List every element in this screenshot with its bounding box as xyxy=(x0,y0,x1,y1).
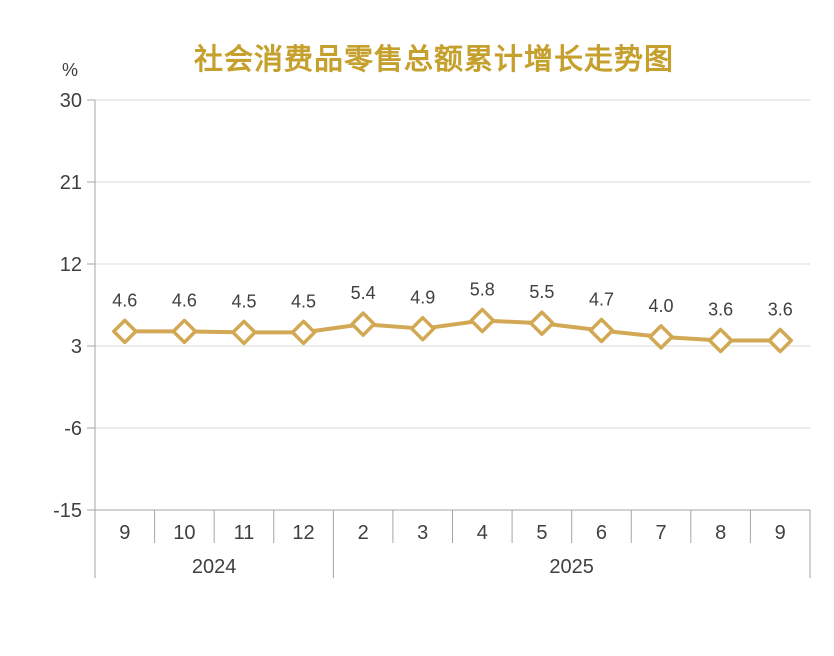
data-point-marker xyxy=(171,318,198,345)
x-axis-month-label: 10 xyxy=(173,522,195,544)
data-label: 4.9 xyxy=(410,288,435,308)
y-axis-label: 21 xyxy=(60,172,82,194)
y-axis-label: -6 xyxy=(64,418,82,440)
data-label: 4.0 xyxy=(649,296,674,316)
y-axis-label: 30 xyxy=(60,90,82,112)
x-axis-month-label: 11 xyxy=(234,522,255,544)
chart-title: 社会消费品零售总额累计增长走势图 xyxy=(193,44,674,76)
data-point-marker xyxy=(469,307,496,334)
data-point-marker xyxy=(767,327,793,354)
y-axis-label: -15 xyxy=(53,500,82,522)
x-axis-month-label: 9 xyxy=(119,522,130,544)
data-label: 4.5 xyxy=(291,291,316,311)
data-point-marker xyxy=(350,311,376,337)
series-line xyxy=(124,318,781,343)
data-point-marker xyxy=(231,319,257,346)
x-axis-month-label: 3 xyxy=(417,522,428,544)
data-label: 5.4 xyxy=(351,283,376,303)
x-axis-month-label: 9 xyxy=(775,522,786,544)
data-label: 3.6 xyxy=(768,300,793,320)
x-axis-month-label: 5 xyxy=(536,522,547,544)
data-point-marker xyxy=(290,319,317,346)
x-axis-month-label: 2 xyxy=(358,522,369,544)
data-label: 4.6 xyxy=(112,290,137,310)
data-point-marker xyxy=(529,310,555,336)
data-point-marker xyxy=(112,318,138,345)
data-point-marker xyxy=(648,324,674,350)
y-axis-label: 12 xyxy=(60,254,82,276)
data-label: 5.8 xyxy=(470,279,495,299)
data-label: 3.6 xyxy=(708,300,733,320)
x-axis-month-label: 12 xyxy=(292,522,314,544)
data-label: 4.5 xyxy=(231,291,256,311)
x-axis-year-label: 2025 xyxy=(549,556,594,578)
x-axis-month-label: 7 xyxy=(655,522,666,544)
data-label: 5.5 xyxy=(529,282,554,302)
data-point-marker xyxy=(588,317,615,344)
data-point-marker xyxy=(409,315,436,342)
y-axis-label: 3 xyxy=(71,336,82,358)
x-axis-month-label: 4 xyxy=(477,522,488,544)
data-label: 4.7 xyxy=(589,290,614,310)
x-axis-month-label: 6 xyxy=(596,522,607,544)
x-axis-year-label: 2024 xyxy=(192,556,237,578)
x-axis-month-label: 8 xyxy=(715,522,726,544)
y-axis-unit-label: % xyxy=(62,60,79,80)
data-label: 4.6 xyxy=(172,290,197,310)
data-point-marker xyxy=(707,327,734,354)
